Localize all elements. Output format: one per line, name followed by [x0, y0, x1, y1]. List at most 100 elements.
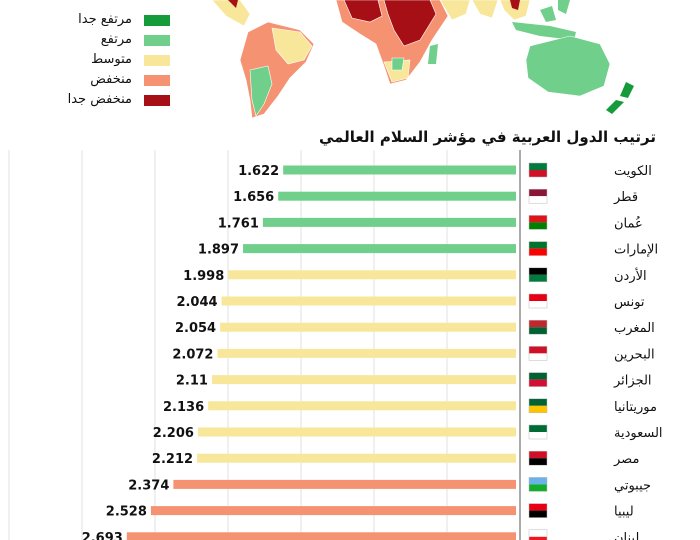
- value-label: 2.136: [163, 400, 204, 415]
- bar: [150, 506, 517, 516]
- flag-icon-border: [528, 372, 548, 387]
- flag-icon: [529, 267, 547, 275]
- category-label: الإمارات: [614, 243, 658, 258]
- legend-label: منخفض جدا: [67, 92, 132, 107]
- legend-swatch: [144, 35, 170, 46]
- legend-swatch: [144, 55, 170, 66]
- flag-icon-border: [528, 503, 548, 518]
- flag-icon-border: [528, 346, 548, 361]
- bar-chart: 1.622 الكويت 1.656 قطر 1.761 عُمان 1.897 الإمار…: [8, 150, 663, 540]
- map-southeast-asia: [499, 0, 531, 21]
- category-label: البحرين: [614, 347, 655, 362]
- flag-icon-band: [529, 170, 547, 177]
- flag-icon-band: [529, 274, 547, 282]
- map-botswana: [391, 57, 405, 71]
- category-label: مصر: [613, 452, 639, 467]
- flag-icon-band: [529, 510, 547, 518]
- flag-icon-band: [529, 327, 547, 335]
- bar: [197, 427, 516, 437]
- chart-title: ترتيب الدول العربية في مؤشر السلام العال…: [318, 128, 656, 146]
- map-argentina: [249, 65, 273, 117]
- value-label: 1.998: [183, 269, 224, 284]
- flag-icon-border: [528, 241, 548, 256]
- value-label: 2.206: [153, 426, 194, 441]
- bar: [228, 270, 517, 280]
- bar: [278, 191, 516, 201]
- flag-icon-band: [529, 458, 547, 466]
- map-new-zealand-north: [620, 82, 634, 98]
- flag-icon: [529, 320, 547, 328]
- value-label: 2.11: [176, 374, 208, 389]
- bar: [243, 244, 516, 254]
- flag-icon: [529, 477, 547, 485]
- value-label: 2.072: [172, 347, 213, 362]
- flag-icon: [529, 372, 547, 380]
- bar: [126, 532, 517, 540]
- category-label: ليبيا: [614, 505, 634, 520]
- flag-icon-band: [529, 484, 547, 492]
- bar: [217, 348, 516, 358]
- value-label: 2.374: [128, 478, 169, 493]
- bar: [220, 322, 516, 332]
- category-label: الكويت: [614, 164, 652, 179]
- value-label: 2.693: [82, 531, 123, 540]
- value-label: 1.897: [198, 243, 239, 258]
- value-label: 2.528: [106, 505, 147, 520]
- bar: [221, 296, 517, 306]
- flag-icon-border: [528, 529, 548, 540]
- flag-icon-border: [528, 477, 548, 492]
- bar: [197, 453, 516, 463]
- map-middle-east: [439, 0, 471, 21]
- flag-icon-border: [528, 267, 548, 283]
- map-south-asia: [471, 0, 499, 19]
- category-label: تونس: [614, 295, 645, 310]
- value-label: 2.054: [175, 321, 216, 336]
- flag-icon-band: [529, 379, 547, 387]
- value-label: 2.044: [176, 295, 217, 310]
- flag-icon-border: [528, 398, 548, 414]
- flag-icon-band: [529, 301, 547, 308]
- map-indonesia-2: [540, 6, 556, 22]
- flag-icon-band: [529, 353, 547, 361]
- map-indonesia: [512, 22, 576, 40]
- map-madagascar: [428, 44, 438, 64]
- legend-item-medium: متوسط: [60, 50, 170, 70]
- flag-icon: [529, 215, 547, 223]
- category-label: موريتانيا: [614, 400, 657, 415]
- flag-icon: [529, 451, 547, 459]
- flag-icon: [529, 425, 547, 432]
- map-central-america: [211, 0, 251, 27]
- legend-label: متوسط: [91, 52, 132, 67]
- value-label: 1.622: [238, 164, 279, 179]
- legend-item-low: منخفض: [60, 70, 170, 90]
- category-label: لبنان: [614, 531, 639, 540]
- legend-swatch: [144, 95, 170, 106]
- category-label: عُمان: [614, 216, 643, 232]
- legend-label: منخفض: [90, 72, 132, 87]
- category-label: قطر: [613, 190, 638, 205]
- flag-icon-band: [529, 222, 547, 230]
- flag-icon-border: [528, 188, 548, 204]
- map-africa-dark-1: [343, 0, 383, 23]
- map-central-america-2: [228, 0, 238, 8]
- map-brazil: [271, 27, 313, 65]
- flag-icon: [529, 241, 547, 249]
- legend-label: مرتفع: [100, 32, 132, 47]
- bar: [173, 479, 516, 489]
- category-label: الجزائر: [613, 374, 652, 389]
- flag-icon-border: [528, 162, 548, 178]
- flag-icon-band: [529, 405, 547, 413]
- bar: [283, 165, 516, 175]
- category-label: السعودية: [614, 426, 663, 441]
- flag-icon-band: [529, 248, 547, 256]
- flag-icon-border: [528, 450, 548, 466]
- map-myanmar: [510, 0, 520, 10]
- legend-label: مرتفع جدا: [78, 12, 132, 27]
- value-label: 1.761: [218, 216, 259, 231]
- flag-icon-band: [529, 536, 547, 540]
- flag-icon: [529, 346, 547, 354]
- category-label: جيبوتي: [614, 478, 651, 493]
- flag-icon-border: [528, 424, 548, 440]
- map-africa-dark-2: [383, 0, 437, 47]
- legend-item-high: مرتفع: [60, 30, 170, 50]
